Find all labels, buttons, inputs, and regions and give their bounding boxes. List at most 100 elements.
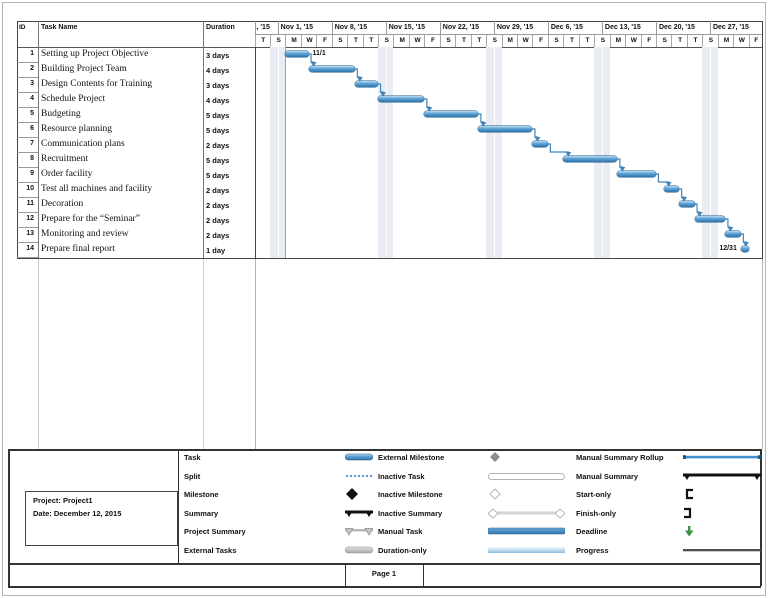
legend-item-label: Milestone — [184, 490, 219, 500]
task-id-cell[interactable]: 11 — [26, 200, 34, 207]
task-duration-cell[interactable]: 2 days — [206, 140, 230, 150]
task-duration-cell[interactable]: 5 days — [206, 125, 230, 135]
task-duration-cell[interactable]: 5 days — [206, 110, 230, 120]
task-duration-cell[interactable]: 2 days — [206, 185, 230, 195]
bar-date-annotation: 11/1 — [312, 49, 326, 57]
task-duration-cell[interactable]: 2 days — [206, 200, 230, 210]
id-row-gridline — [17, 77, 38, 78]
task-name-cell[interactable]: Schedule Project — [41, 94, 106, 104]
legend-sample-manual-task — [487, 524, 566, 538]
task-id-cell[interactable]: 3 — [30, 80, 34, 87]
page-number-label: Page 1 — [371, 569, 397, 578]
legend-sample-inactive-task — [488, 469, 565, 483]
gantt-task-bar[interactable] — [378, 96, 425, 102]
gantt-task-bar[interactable] — [617, 171, 656, 177]
timescale-day-label: M — [393, 34, 409, 47]
task-id-cell[interactable]: 1 — [30, 50, 34, 57]
task-id-cell[interactable]: 14 — [26, 245, 34, 252]
gantt-task-bar[interactable] — [563, 156, 618, 162]
task-name-cell[interactable]: Prepare for the “Seminar” — [41, 214, 140, 224]
nonworking-time-shading — [269, 47, 286, 258]
task-id-cell[interactable]: 10 — [26, 185, 34, 192]
task-duration-cell[interactable]: 1 day — [206, 245, 226, 255]
timescale-day-label: S — [594, 34, 610, 47]
task-name-cell[interactable]: Order facility — [41, 169, 93, 179]
timescale-day-label: S — [547, 34, 564, 47]
task-duration-cell[interactable]: 3 days — [206, 50, 230, 60]
gantt-task-bar[interactable] — [694, 216, 726, 222]
gantt-task-bar[interactable] — [354, 81, 379, 87]
task-duration-cell[interactable]: 5 days — [206, 170, 230, 180]
id-row-gridline — [17, 227, 38, 228]
table-chart-divider — [254, 21, 256, 258]
gantt-task-bar[interactable] — [725, 231, 741, 237]
task-id-cell[interactable]: 13 — [26, 230, 34, 237]
legend-item-label: Start-only — [576, 490, 612, 500]
timescale-day-label: M — [285, 34, 301, 47]
column-header-id: ID — [19, 24, 26, 31]
gantt-task-bar[interactable] — [740, 246, 749, 252]
sheet-top-border — [17, 21, 762, 22]
timescale-day-label: S — [331, 34, 348, 47]
task-name-cell[interactable]: Test all machines and facility — [41, 184, 153, 194]
task-name-cell[interactable]: Building Project Team — [41, 64, 127, 74]
timescale-week-label: , '15 — [254, 21, 278, 34]
task-duration-cell[interactable]: 2 days — [206, 230, 230, 240]
task-id-cell[interactable]: 2 — [30, 65, 34, 72]
task-id-cell[interactable]: 5 — [30, 110, 34, 117]
task-name-cell[interactable]: Recruitment — [41, 154, 88, 164]
nonworking-time-shading — [702, 47, 718, 258]
task-name-cell[interactable]: Design Contents for Training — [41, 79, 153, 89]
nonworking-time-shading — [378, 47, 394, 258]
task-name-cell[interactable]: Resource planning — [41, 124, 112, 134]
task-name-cell[interactable]: Setting up Project Objective — [41, 49, 149, 59]
legend-sample-finish-only — [683, 506, 761, 520]
task-id-cell[interactable]: 4 — [30, 95, 34, 102]
id-column-divider — [38, 21, 39, 258]
legend-item-label: External Tasks — [184, 546, 237, 555]
gantt-task-bar[interactable] — [308, 66, 355, 72]
task-id-cell[interactable]: 9 — [30, 170, 34, 177]
timescale-day-label: T — [254, 34, 271, 47]
legend-item-label: Inactive Summary — [378, 508, 443, 518]
task-name-cell[interactable]: Monitoring and review — [41, 229, 129, 239]
gantt-task-bar[interactable] — [532, 141, 548, 147]
legend-top-border — [8, 449, 761, 451]
gantt-task-bar[interactable] — [478, 126, 533, 132]
timescale-week-label: Dec 20, '15 — [655, 21, 710, 34]
legend-sample-inactive-milestone — [488, 487, 565, 501]
task-id-cell[interactable]: 8 — [30, 155, 34, 162]
gantt-task-bar[interactable] — [679, 201, 695, 207]
legend-item-label: Progress — [576, 546, 609, 555]
project-start-line — [285, 47, 287, 258]
page-cell-left-tick — [345, 563, 346, 586]
column-header-duration: Duration — [206, 24, 235, 31]
timescale-week-label: Nov 1, '15 — [277, 21, 332, 34]
legend-left-border — [8, 449, 10, 586]
task-id-cell[interactable]: 7 — [30, 140, 34, 147]
task-duration-cell[interactable]: 3 days — [206, 80, 230, 90]
gantt-task-bar[interactable] — [285, 51, 309, 57]
timescale-week-label: Nov 29, '15 — [493, 21, 548, 34]
timescale-day-label: F — [532, 34, 548, 47]
gantt-task-bar[interactable] — [663, 186, 680, 192]
task-duration-cell[interactable]: 5 days — [206, 155, 230, 165]
nonworking-time-shading — [486, 47, 502, 258]
gantt-task-bar[interactable] — [424, 111, 479, 117]
task-id-cell[interactable]: 12 — [26, 215, 34, 222]
timescale-day-label: W — [408, 34, 425, 47]
task-duration-cell[interactable]: 4 days — [206, 65, 230, 75]
task-name-cell[interactable]: Communication plans — [41, 139, 125, 149]
id-row-gridline — [17, 92, 38, 93]
task-name-cell[interactable]: Budgeting — [41, 109, 81, 119]
timescale-day-label: T — [563, 34, 579, 47]
task-name-cell[interactable]: Prepare final report — [41, 244, 115, 254]
task-duration-cell[interactable]: 2 days — [206, 215, 230, 225]
legend-item-label: Task — [184, 453, 201, 462]
task-duration-cell[interactable]: 4 days — [206, 95, 230, 105]
task-name-cell[interactable]: Decoration — [41, 199, 84, 209]
id-row-gridline — [17, 182, 38, 183]
task-id-cell[interactable]: 6 — [30, 125, 34, 132]
timescale-day-label: W — [625, 34, 641, 47]
